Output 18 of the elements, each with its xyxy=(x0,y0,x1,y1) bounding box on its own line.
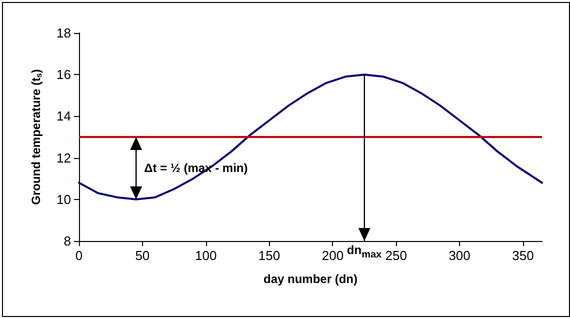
y-tick-label: 14 xyxy=(56,108,71,124)
y-tick-label: 16 xyxy=(56,67,71,82)
x-tick-label: 250 xyxy=(385,248,407,263)
x-tick-label: 100 xyxy=(195,248,217,263)
x-tick-label: 350 xyxy=(512,248,534,263)
x-tick-label: 0 xyxy=(75,248,83,263)
x-axis-title: day number (dn) xyxy=(263,272,358,286)
x-tick-label: 150 xyxy=(258,248,280,263)
y-tick-label: 10 xyxy=(56,192,71,207)
x-tick-label: 200 xyxy=(322,248,344,263)
y-axis-title: Ground temperature (ts) xyxy=(29,69,44,205)
y-tick-label: 8 xyxy=(64,234,71,248)
x-tick-label: 50 xyxy=(135,248,150,263)
x-tick-label: 300 xyxy=(448,248,470,263)
line-series xyxy=(78,74,543,200)
annotation: dn$_{max}$ xyxy=(346,243,382,260)
y-tick-label: 12 xyxy=(56,150,71,166)
y-tick-label: 18 xyxy=(56,26,71,40)
